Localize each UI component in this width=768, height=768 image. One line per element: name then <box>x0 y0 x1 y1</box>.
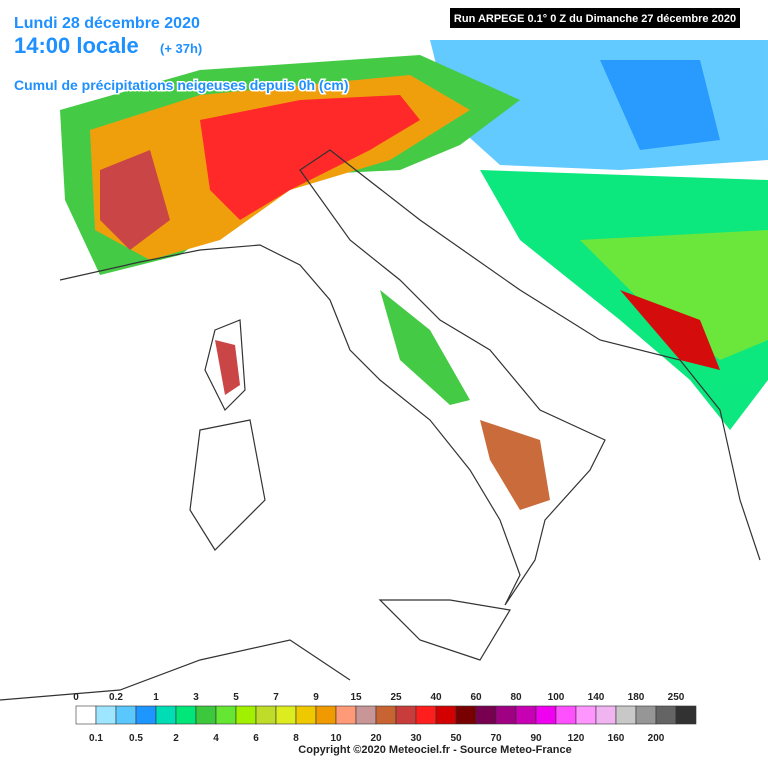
time: 14:00 locale <box>14 33 139 58</box>
legend-swatch <box>135 705 157 725</box>
legend-label: 9 <box>313 692 319 703</box>
legend-label: 100 <box>548 692 565 703</box>
field-west <box>100 150 170 250</box>
legend-label: 0.1 <box>89 733 103 744</box>
legend-swatch <box>515 705 537 725</box>
legend-swatch <box>655 705 677 725</box>
coast-africa <box>0 639 351 701</box>
field-corsica <box>215 340 240 395</box>
copyright: Copyright ©2020 Meteociel.fr - Source Me… <box>298 744 571 756</box>
date-title: Lundi 28 décembre 2020 <box>14 15 200 32</box>
legend-label: 6 <box>253 733 259 744</box>
legend-label: 4 <box>213 733 219 744</box>
legend-label: 160 <box>608 733 625 744</box>
legend-label: 60 <box>470 692 482 703</box>
legend-swatch <box>415 705 437 725</box>
legend-swatch <box>215 705 237 725</box>
coastlines <box>0 149 761 701</box>
legend-label: 3 <box>193 692 199 703</box>
legend-swatch <box>575 705 597 725</box>
legend-swatch <box>335 705 357 725</box>
field-calabria <box>480 420 550 510</box>
legend-label: 120 <box>568 733 585 744</box>
legend-label: 250 <box>668 692 685 703</box>
legend-label: 0 <box>73 692 79 703</box>
legend-swatch <box>235 705 257 725</box>
field-blue <box>600 60 720 150</box>
legend-swatch <box>315 705 337 725</box>
legend-swatch <box>635 705 657 725</box>
coast-sardinia <box>189 419 266 551</box>
legend-label: 200 <box>648 733 665 744</box>
legend-swatch <box>435 705 457 725</box>
legend-swatch <box>395 705 417 725</box>
legend-swatch <box>95 705 117 725</box>
legend-label: 0.2 <box>109 692 123 703</box>
legend-label: 50 <box>450 733 462 744</box>
field-red <box>620 290 720 370</box>
legend-swatch <box>355 705 377 725</box>
legend-label: 140 <box>588 692 605 703</box>
legend-swatch <box>175 705 197 725</box>
legend-label: 5 <box>233 692 239 703</box>
legend-swatch <box>475 705 497 725</box>
legend-swatch <box>495 705 517 725</box>
legend-swatch <box>275 705 297 725</box>
legend-swatch <box>535 705 557 725</box>
legend-label: 30 <box>410 733 422 744</box>
field-apennines <box>380 290 470 405</box>
run-box <box>450 8 740 28</box>
legend-label: 80 <box>510 692 522 703</box>
legend: 0 0.1 0.2 0.5 1 2 3 4 5 6 7 8 9 10 15 20 25 30 40 50 60 70 80 9… <box>73 692 697 744</box>
legend-label: 90 <box>530 733 542 744</box>
legend-swatch <box>555 705 577 725</box>
legend-label: 180 <box>628 692 645 703</box>
legend-label: 20 <box>370 733 382 744</box>
lead-time: (+ 37h) <box>160 41 202 56</box>
legend-label: 8 <box>293 733 299 744</box>
legend-label: 2 <box>173 733 179 744</box>
legend-swatch <box>375 705 397 725</box>
legend-swatch <box>295 705 317 725</box>
legend-label: 70 <box>490 733 502 744</box>
legend-swatch <box>455 705 477 725</box>
legend-label: 1 <box>153 692 159 703</box>
legend-label: 40 <box>430 692 442 703</box>
legend-swatch <box>615 705 637 725</box>
field-red-alps <box>200 95 420 220</box>
legend-swatch <box>115 705 137 725</box>
legend-swatch <box>195 705 217 725</box>
legend-swatch <box>595 705 617 725</box>
coast-corsica <box>204 319 246 412</box>
legend-swatch <box>75 705 97 725</box>
field-lime <box>580 230 768 360</box>
legend-label: 0.5 <box>129 733 143 744</box>
coast-sicily <box>378 599 511 661</box>
legend-swatch <box>255 705 277 725</box>
coast-italy <box>59 149 761 606</box>
snow-fields <box>60 40 768 510</box>
run-label: Run ARPEGE 0.1° 0 Z du Dimanche 27 décem… <box>454 13 736 25</box>
subtitle: Cumul de précipitations neigeuses depuis… <box>14 77 349 93</box>
legend-label: 10 <box>330 733 342 744</box>
legend-swatch <box>675 705 697 725</box>
legend-swatch <box>155 705 177 725</box>
legend-label: 25 <box>390 692 402 703</box>
legend-label: 15 <box>350 692 362 703</box>
legend-label: 7 <box>273 692 279 703</box>
